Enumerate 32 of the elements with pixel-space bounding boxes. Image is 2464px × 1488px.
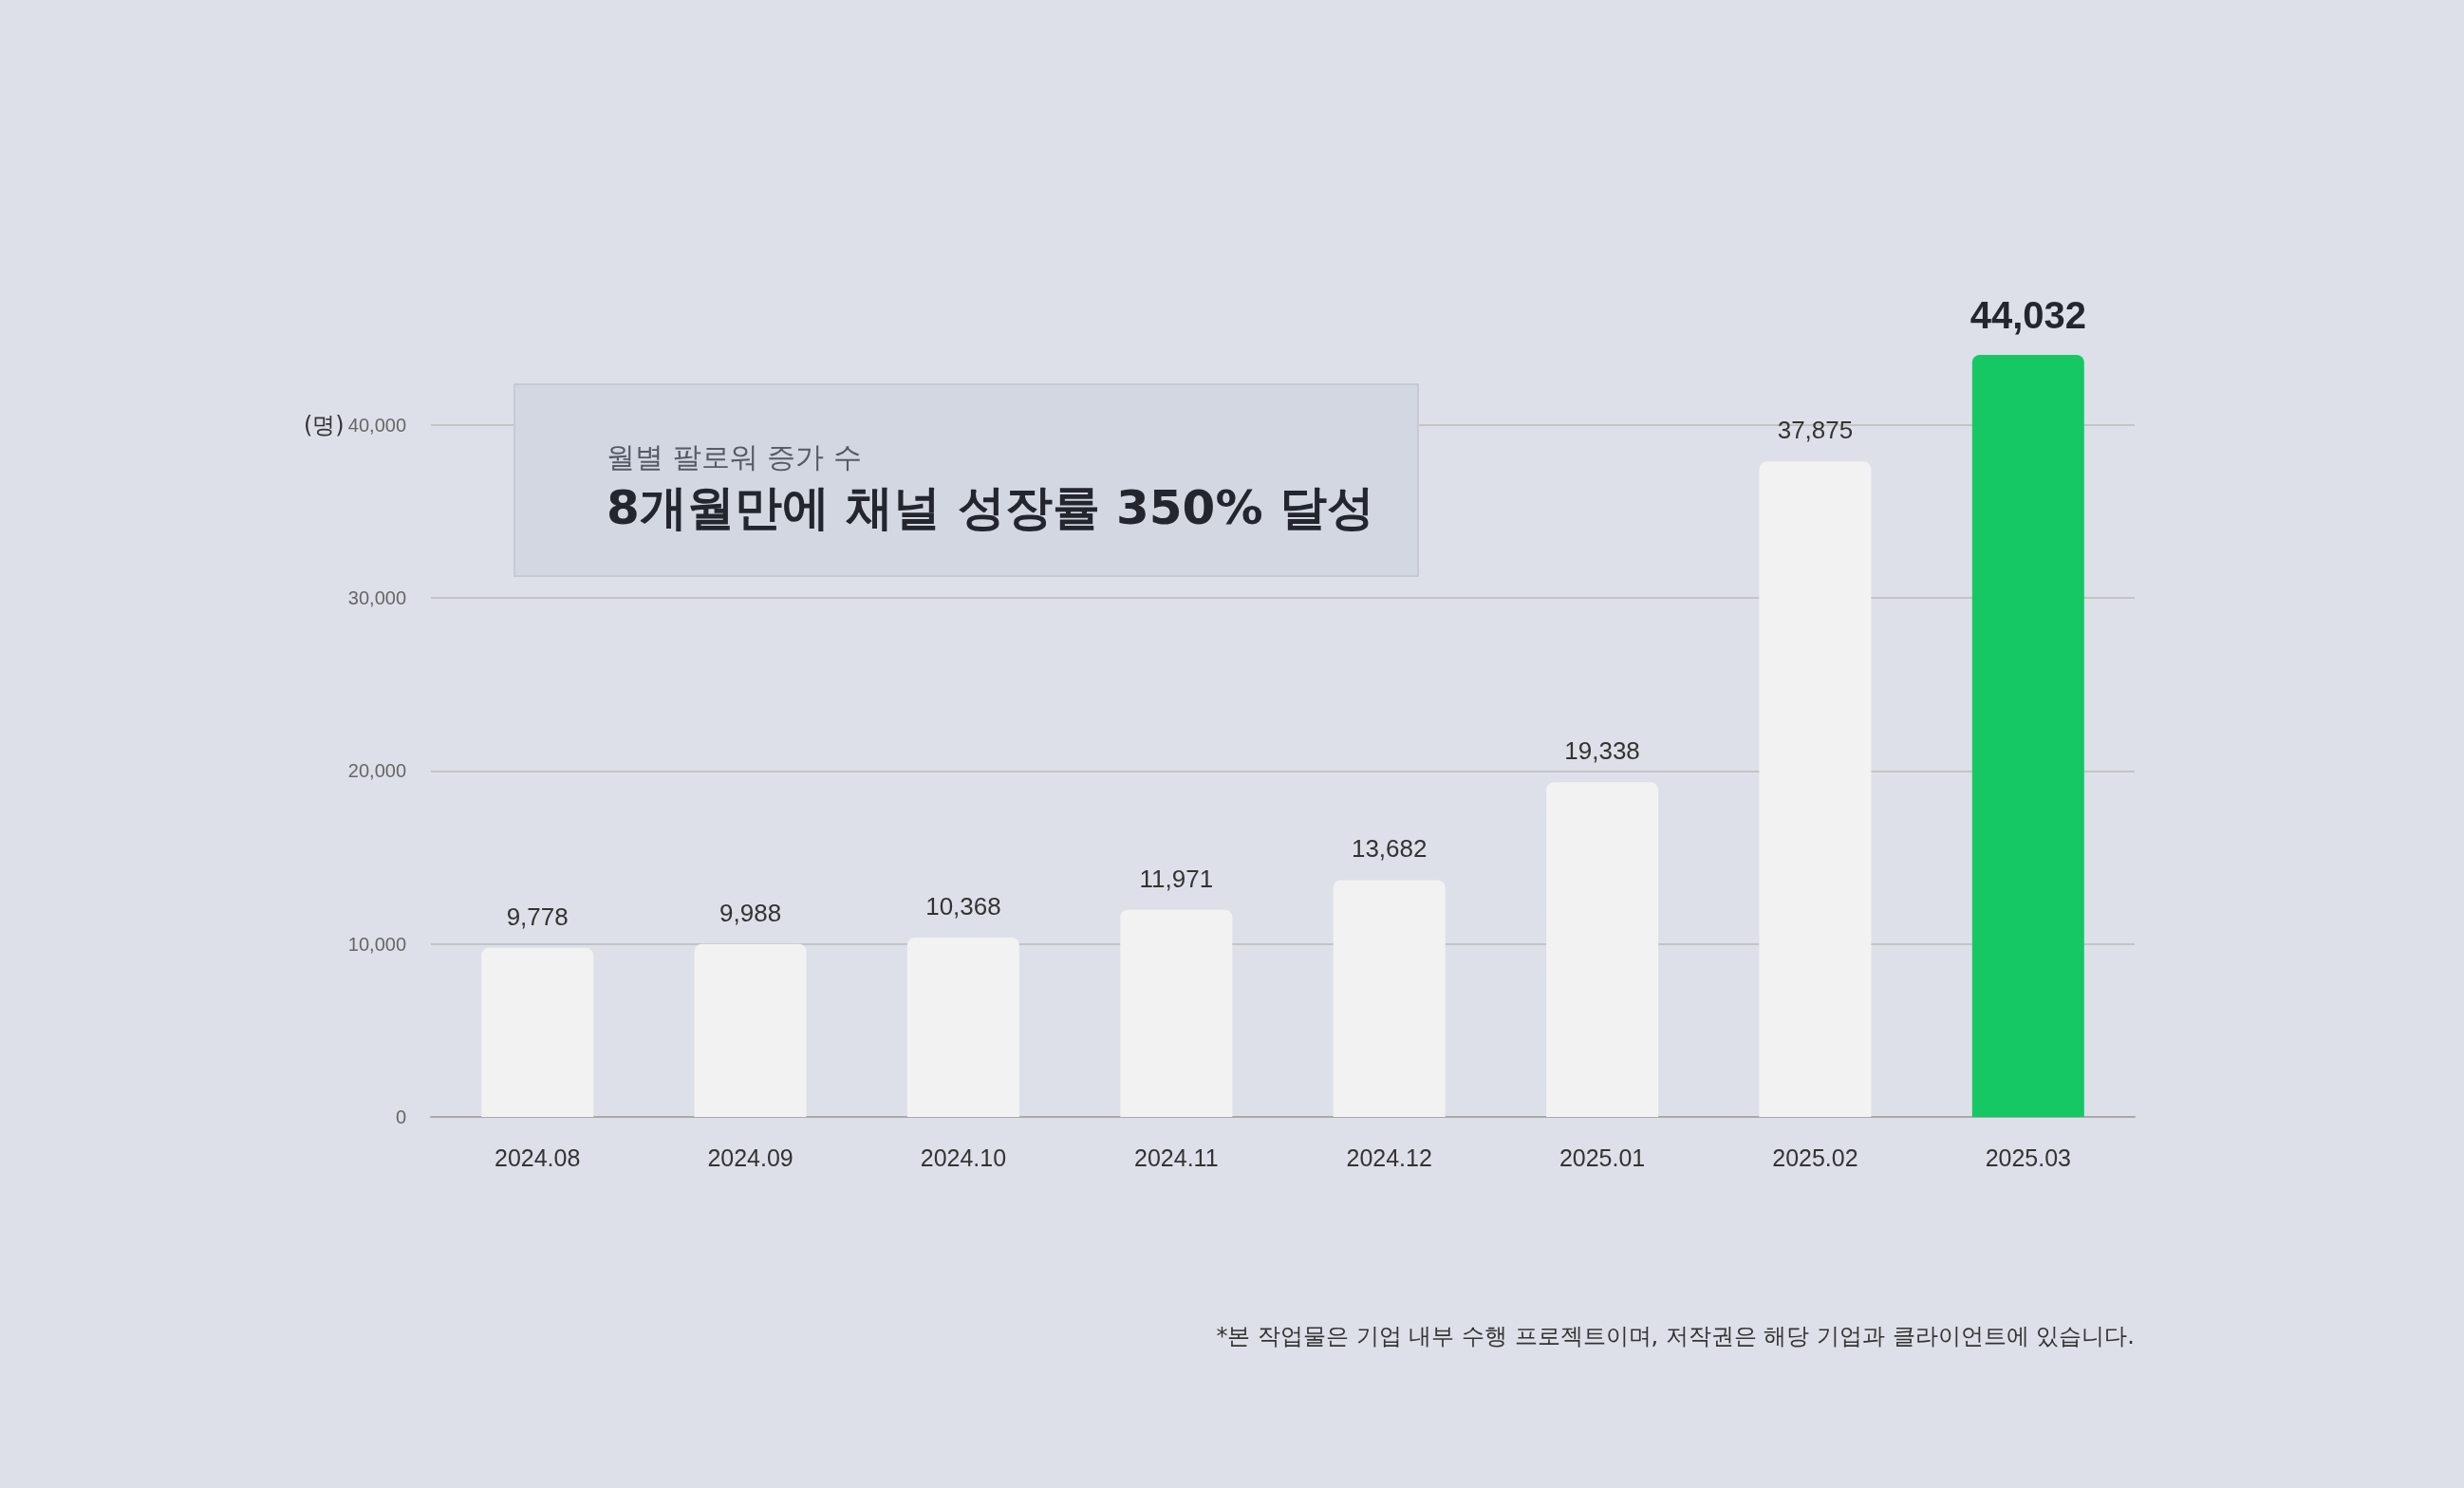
x-tick-label: 2025.03	[1985, 1144, 2071, 1171]
data-label: 19,338	[1564, 736, 1640, 766]
bar	[906, 937, 1019, 1117]
y-tick-label: 30,000	[347, 586, 406, 608]
bar	[481, 947, 594, 1117]
x-tick-label: 2024.09	[707, 1144, 793, 1171]
bar	[1120, 909, 1233, 1117]
x-tick-label: 2024.08	[495, 1144, 581, 1171]
x-tick-label: 2025.01	[1559, 1144, 1646, 1171]
y-tick-label: 0	[395, 1107, 406, 1127]
y-axis-title: (명)	[304, 410, 345, 440]
data-label: 11,971	[1139, 864, 1214, 893]
title-panel: 월별 팔로워 증가 수 8개월만에 채널 성장률 350% 달성	[513, 383, 1419, 577]
x-tick-label: 2024.12	[1346, 1144, 1432, 1171]
data-label: 44,032	[1969, 294, 2086, 336]
data-label: 37,875	[1777, 416, 1854, 445]
y-tick-label: 10,000	[347, 933, 406, 955]
data-label: 9,778	[506, 902, 569, 931]
data-label: 9,988	[719, 898, 782, 927]
x-tick-label: 2025.02	[1772, 1144, 1858, 1171]
text: *본 작업물은 기업 내부 수행 프로젝트이며, 저작권은 해당 기업과 클라이언트에 있습니다.	[1216, 1322, 2135, 1351]
x-tick-label: 2024.10	[920, 1144, 1007, 1171]
y-tick-label: 40,000	[347, 414, 406, 436]
data-label: 10,368	[925, 891, 1001, 921]
bar	[1759, 461, 1872, 1117]
y-tick-label: 20,000	[347, 760, 406, 782]
bar	[1971, 355, 2084, 1117]
bar	[1546, 782, 1659, 1117]
bar	[1333, 880, 1446, 1117]
x-tick-label: 2024.11	[1134, 1144, 1219, 1171]
data-label: 13,682	[1351, 834, 1428, 864]
bar	[694, 943, 807, 1117]
